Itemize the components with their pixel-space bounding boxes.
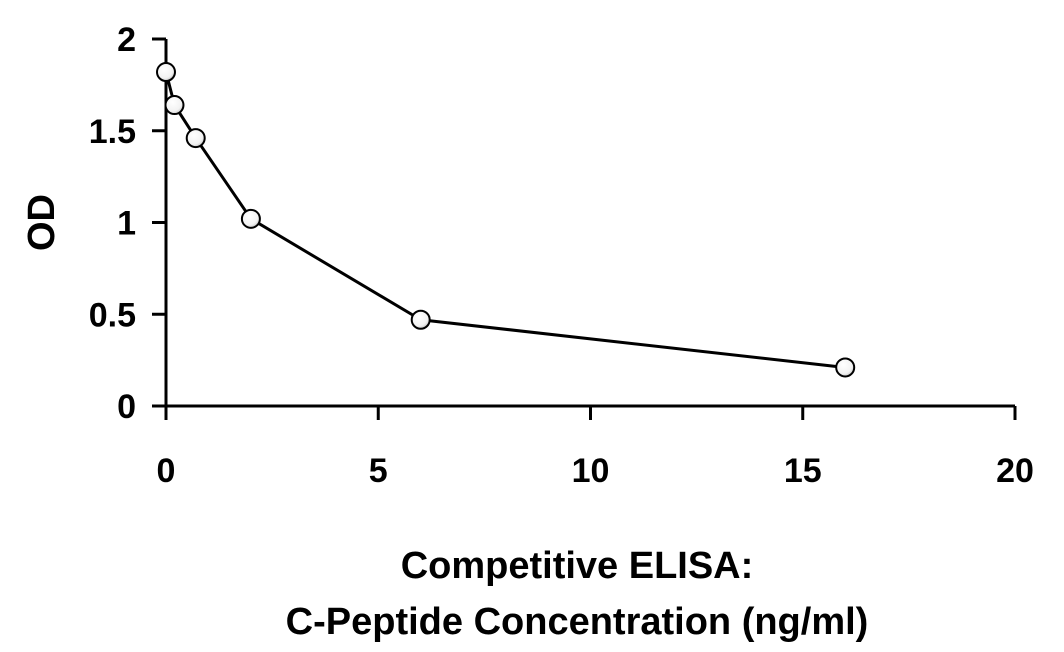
data-point <box>187 129 205 147</box>
x-tick-label: 15 <box>784 452 822 490</box>
data-point <box>836 358 854 376</box>
y-tick-label: 0 <box>117 388 136 426</box>
data-point <box>412 311 430 329</box>
x-tick-label: 5 <box>369 452 388 490</box>
series-line <box>166 72 845 367</box>
y-tick-label: 1.5 <box>89 113 136 151</box>
x-tick-label: 0 <box>157 452 176 490</box>
y-tick-label: 1 <box>117 205 136 243</box>
axes <box>152 39 1015 420</box>
y-tick-label: 2 <box>117 21 136 59</box>
data-point <box>165 96 183 114</box>
data-point <box>157 63 175 81</box>
series-group <box>157 63 854 376</box>
x-axis-title-line-2: C-Peptide Concentration (ng/ml) <box>286 601 869 643</box>
data-point <box>242 210 260 228</box>
y-axis-title: OD <box>21 194 63 251</box>
x-tick-label: 10 <box>572 452 610 490</box>
x-axis-title-line-1: Competitive ELISA: <box>401 545 754 587</box>
y-tick-label: 0.5 <box>89 296 136 334</box>
x-tick-label: 20 <box>996 452 1034 490</box>
